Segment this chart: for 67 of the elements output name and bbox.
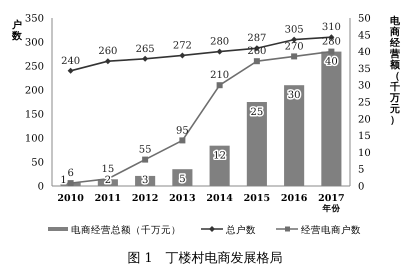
x-tick-label: 2013 [169, 193, 196, 204]
data-label: 95 [176, 125, 189, 136]
data-label: 310 [322, 22, 341, 34]
data-label: 270 [284, 41, 304, 52]
data-label: 210 [210, 70, 230, 82]
point [216, 82, 223, 88]
x-tick-label: 2017 [318, 193, 345, 204]
y-tick-label: 100 [24, 134, 44, 144]
data-label: 305 [284, 24, 304, 36]
y2-tick-label: 10 [358, 148, 371, 159]
y2-tick-label: 40 [358, 47, 371, 58]
x-tick-label: 2015 [244, 193, 270, 204]
data-label: 2 [104, 175, 112, 186]
point [142, 156, 148, 163]
point [142, 56, 148, 62]
x-tick-label: 2010 [57, 193, 84, 204]
data-label: 3 [142, 175, 148, 186]
point [328, 48, 334, 55]
caption: 图 1 丁楼村电商发展格局 [127, 251, 283, 266]
legend-label: 电商经营总额（千万元） [71, 224, 181, 236]
data-label: 287 [247, 33, 266, 44]
y-tick-label: 300 [24, 38, 44, 48]
y2-tick-label: 25 [358, 98, 371, 108]
point [291, 53, 298, 60]
y-tick-label: 50 [31, 158, 44, 168]
x-tick-label: 2016 [280, 193, 308, 204]
y-tick-label: 350 [24, 14, 44, 24]
y-axis-title: 户数 [11, 19, 23, 42]
y2-tick-label: 30 [358, 80, 371, 92]
point [216, 48, 223, 55]
y2-tick-label: 45 [358, 30, 371, 42]
data-label: 265 [136, 44, 155, 55]
point [179, 137, 186, 144]
data-label: 15 [102, 164, 114, 175]
y2-tick-label: 5 [358, 164, 364, 176]
point [104, 58, 111, 64]
point [68, 180, 74, 186]
legend-label: 经营电商户数 [301, 224, 361, 236]
y-tick-label: 150 [24, 110, 44, 120]
x-axis-title: 年份 [321, 203, 342, 214]
x-tick-label: 2011 [94, 193, 122, 204]
point [68, 68, 74, 74]
data-label: 280 [322, 36, 341, 48]
data-label: 280 [210, 36, 230, 48]
y2-tick-label: 15 [358, 131, 371, 142]
data-label: 1 [60, 175, 67, 186]
x-tick-label: 2014 [206, 193, 234, 204]
y-tick-label: 200 [24, 86, 44, 96]
y2-tick-label: 35 [358, 64, 371, 75]
y2-tick-label: 20 [358, 114, 371, 126]
x-tick-label: 2012 [132, 193, 158, 204]
data-label: 30 [288, 90, 300, 102]
data-label: 240 [61, 56, 80, 67]
y-tick-label: 250 [24, 62, 44, 72]
data-label: 25 [250, 107, 264, 118]
y2-tick-label: 0 [358, 182, 364, 192]
data-label: 6 [67, 168, 74, 180]
data-label: 260 [98, 46, 118, 58]
data-label: 272 [172, 40, 192, 52]
data-label: 55 [138, 144, 152, 156]
text: 电商经营额（千万元） [390, 16, 400, 126]
y2-tick-label: 50 [358, 14, 371, 24]
y-tick-label: 0 [38, 182, 44, 192]
legend-label: 总户数 [225, 224, 256, 236]
point [254, 58, 260, 64]
data-label: 40 [325, 56, 338, 68]
data-label: 12 [213, 150, 226, 162]
